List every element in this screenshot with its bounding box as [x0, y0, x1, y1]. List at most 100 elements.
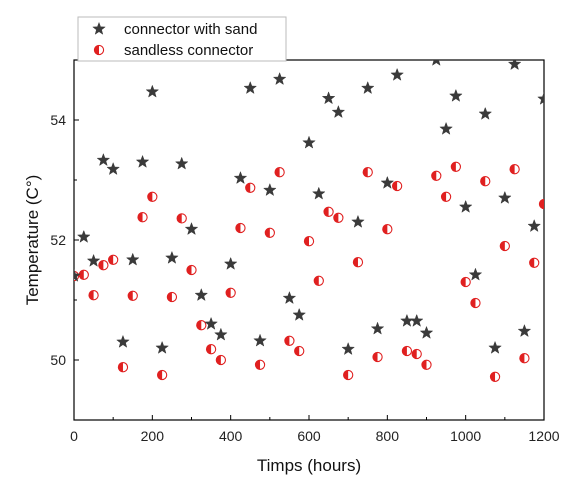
x-tick-label: 1200 [528, 428, 559, 444]
sand-point [86, 253, 101, 267]
sand-point [448, 88, 463, 102]
sand-point [243, 80, 258, 95]
sand-point [419, 325, 434, 339]
sandless-point [382, 224, 393, 235]
sand-point [537, 91, 544, 105]
sandless-point [431, 170, 442, 181]
sandless-point [205, 344, 217, 355]
sandless-point [499, 240, 510, 252]
series-sandless-connector [74, 161, 544, 382]
sand-point [184, 221, 199, 236]
sandless-point [225, 287, 236, 298]
sand-point [497, 190, 512, 204]
legend-box [77, 16, 287, 62]
sand-point [165, 250, 179, 264]
sandless-point [235, 222, 246, 234]
sand-point [351, 214, 365, 228]
sandless-point [127, 290, 138, 301]
sandless-point [196, 320, 207, 331]
sand-point [390, 67, 405, 81]
sand-point [125, 252, 140, 266]
sandless-point [372, 351, 383, 363]
sandless-point [303, 236, 315, 247]
series-connector-with-sand [74, 60, 544, 356]
sandless-point [343, 369, 354, 381]
sand-point [517, 323, 532, 338]
sand-point [262, 182, 277, 197]
sand-point [380, 175, 395, 189]
x-axis-ticks: 0 200 400 600 800 1000 1200 [70, 415, 560, 444]
sand-point [409, 313, 424, 327]
sand-point [432, 60, 441, 66]
x-axis-label: Timps (hours) [257, 456, 361, 475]
sand-point [507, 60, 522, 71]
sand-point [468, 267, 483, 281]
sandless-point [313, 275, 324, 286]
sandless-point [98, 260, 109, 271]
legend-half-circle-marker [93, 44, 105, 56]
sandless-point [323, 206, 334, 217]
sandless-point [529, 257, 540, 268]
sand-point [321, 91, 336, 105]
x-tick-label: 0 [70, 428, 78, 444]
sand-point [527, 218, 542, 233]
sandless-point [391, 180, 403, 192]
sand-point [145, 84, 160, 98]
sand-point [282, 290, 297, 305]
sandless-point [362, 167, 373, 178]
sand-point [233, 170, 248, 185]
legend-star-marker [92, 21, 106, 35]
sand-point [96, 152, 111, 167]
sand-point [74, 268, 81, 282]
sandless-point [215, 354, 227, 366]
sand-point [341, 341, 356, 356]
sandless-point [519, 353, 530, 364]
sand-point [194, 287, 209, 302]
sandless-point [460, 276, 471, 288]
sand-point [311, 186, 326, 200]
sandless-point [137, 212, 148, 223]
y-tick-label: 54 [50, 112, 66, 128]
sandless-point [538, 198, 544, 210]
sand-point [155, 340, 170, 354]
legend-half-circle-icon [93, 44, 105, 56]
sand-point [76, 229, 91, 243]
sandless-point [470, 297, 481, 309]
sandless-point [166, 291, 178, 303]
sand-point [488, 340, 502, 354]
sandless-point [480, 176, 491, 187]
sandless-point [264, 227, 275, 238]
y-axis-label: Temperature (C°) [23, 175, 42, 306]
legend-star-icon [92, 21, 106, 35]
y-tick-label: 50 [50, 352, 66, 368]
x-tick-label: 800 [376, 428, 400, 444]
sandless-point [245, 182, 256, 193]
sand-point [302, 135, 316, 149]
sand-point [439, 121, 453, 135]
legend-entry-sandless: sandless connector [124, 42, 253, 59]
sandless-point [333, 212, 344, 223]
legend: connector with sand sandless connector [77, 16, 287, 62]
sand-point [272, 71, 287, 86]
sand-point [223, 256, 238, 270]
sandless-point [450, 161, 462, 172]
sandless-point [186, 264, 197, 276]
sand-point [135, 154, 150, 168]
y-tick-label: 52 [50, 232, 66, 248]
sandless-point [176, 213, 187, 224]
sandless-point [352, 257, 364, 268]
legend-entry-sand: connector with sand [124, 21, 257, 38]
sand-point [116, 334, 130, 348]
sand-point [400, 313, 414, 327]
sand-point [292, 307, 307, 321]
sandless-point [88, 290, 99, 301]
sandless-point [147, 191, 158, 202]
sandless-point [78, 269, 89, 280]
sandless-point [489, 371, 501, 382]
sand-point [370, 321, 385, 335]
sand-point [458, 199, 473, 213]
x-tick-label: 400 [219, 428, 243, 444]
sandless-point [440, 191, 452, 202]
x-tick-label: 200 [141, 428, 165, 444]
